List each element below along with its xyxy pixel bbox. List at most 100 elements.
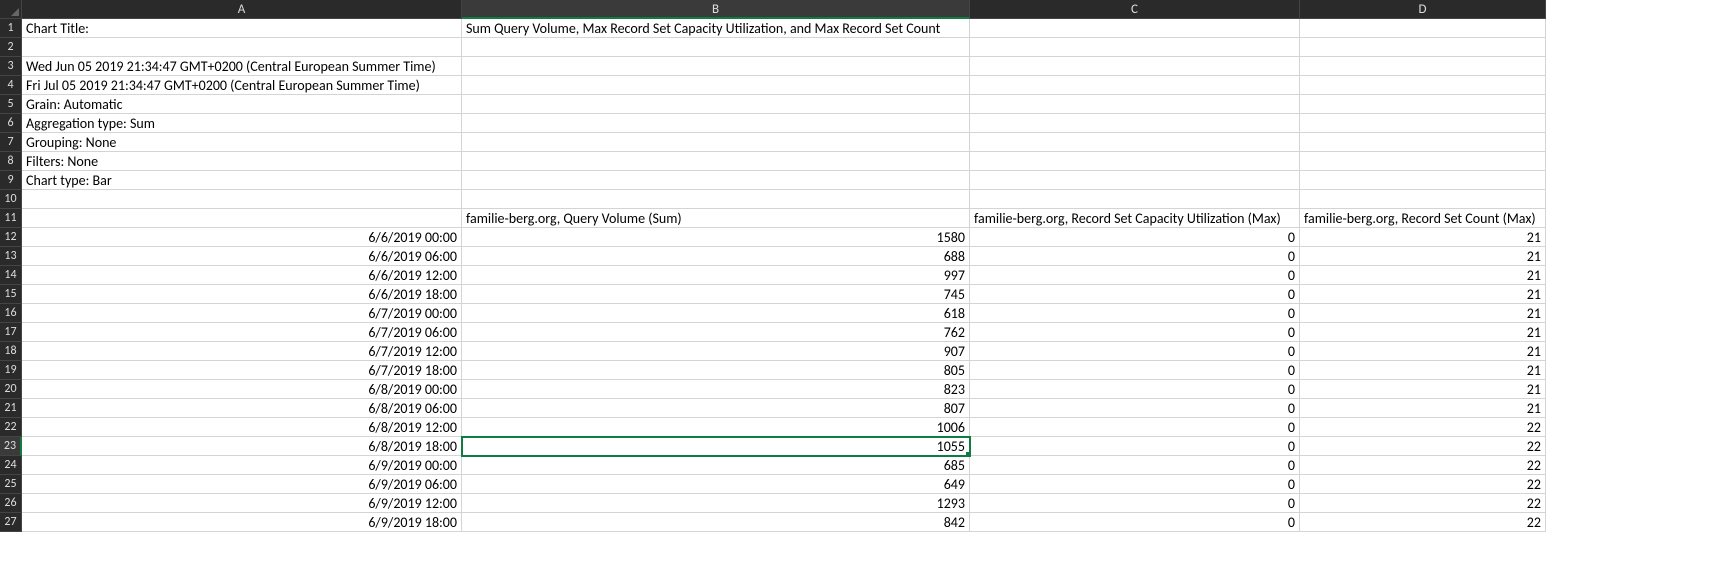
cell-c15[interactable]: 0 xyxy=(970,285,1300,304)
cell-b25[interactable]: 649 xyxy=(462,475,970,494)
cell-b21[interactable]: 807 xyxy=(462,399,970,418)
cell-c6[interactable] xyxy=(970,114,1300,133)
select-all-corner[interactable] xyxy=(0,0,22,19)
cell-a3[interactable]: Wed Jun 05 2019 21:34:47 GMT+0200 (Centr… xyxy=(22,57,462,76)
cell-c12[interactable]: 0 xyxy=(970,228,1300,247)
cell-d27[interactable]: 22 xyxy=(1300,513,1546,532)
cell-b9[interactable] xyxy=(462,171,970,190)
cell-a11[interactable] xyxy=(22,209,462,228)
row-header[interactable]: 2 xyxy=(0,38,22,57)
cell-a17[interactable]: 6/7/2019 06:00 xyxy=(22,323,462,342)
cell-b14[interactable]: 997 xyxy=(462,266,970,285)
cell-b5[interactable] xyxy=(462,95,970,114)
cell-c26[interactable]: 0 xyxy=(970,494,1300,513)
cell-b18[interactable]: 907 xyxy=(462,342,970,361)
cell-b16[interactable]: 618 xyxy=(462,304,970,323)
cell-b23[interactable]: 1055 xyxy=(462,437,970,456)
row-header[interactable]: 18 xyxy=(0,342,22,361)
cell-c9[interactable] xyxy=(970,171,1300,190)
row-header[interactable]: 20 xyxy=(0,380,22,399)
cell-d18[interactable]: 21 xyxy=(1300,342,1546,361)
cell-b20[interactable]: 823 xyxy=(462,380,970,399)
cell-d14[interactable]: 21 xyxy=(1300,266,1546,285)
cell-b11[interactable]: familie-berg.org, Query Volume (Sum) xyxy=(462,209,970,228)
cell-a10[interactable] xyxy=(22,190,462,209)
row-header[interactable]: 10 xyxy=(0,190,22,209)
cell-a22[interactable]: 6/8/2019 12:00 xyxy=(22,418,462,437)
cell-c13[interactable]: 0 xyxy=(970,247,1300,266)
cell-a15[interactable]: 6/6/2019 18:00 xyxy=(22,285,462,304)
row-header[interactable]: 13 xyxy=(0,247,22,266)
cell-a26[interactable]: 6/9/2019 12:00 xyxy=(22,494,462,513)
cell-c14[interactable]: 0 xyxy=(970,266,1300,285)
cell-d6[interactable] xyxy=(1300,114,1546,133)
cell-a2[interactable] xyxy=(22,38,462,57)
cell-a8[interactable]: Filters: None xyxy=(22,152,462,171)
cell-b1[interactable]: Sum Query Volume, Max Record Set Capacit… xyxy=(462,19,970,38)
cell-d4[interactable] xyxy=(1300,76,1546,95)
cell-d25[interactable]: 22 xyxy=(1300,475,1546,494)
cell-c11[interactable]: familie-berg.org, Record Set Capacity Ut… xyxy=(970,209,1300,228)
row-header[interactable]: 22 xyxy=(0,418,22,437)
cell-d19[interactable]: 21 xyxy=(1300,361,1546,380)
cell-b10[interactable] xyxy=(462,190,970,209)
row-header[interactable]: 3 xyxy=(0,57,22,76)
row-header[interactable]: 21 xyxy=(0,399,22,418)
cell-d7[interactable] xyxy=(1300,133,1546,152)
cell-a24[interactable]: 6/9/2019 00:00 xyxy=(22,456,462,475)
row-header[interactable]: 7 xyxy=(0,133,22,152)
cell-c20[interactable]: 0 xyxy=(970,380,1300,399)
cell-b3[interactable] xyxy=(462,57,970,76)
cell-a21[interactable]: 6/8/2019 06:00 xyxy=(22,399,462,418)
cell-a5[interactable]: Grain: Automatic xyxy=(22,95,462,114)
cell-c4[interactable] xyxy=(970,76,1300,95)
cell-c19[interactable]: 0 xyxy=(970,361,1300,380)
cell-d15[interactable]: 21 xyxy=(1300,285,1546,304)
cell-d26[interactable]: 22 xyxy=(1300,494,1546,513)
cell-a12[interactable]: 6/6/2019 00:00 xyxy=(22,228,462,247)
cell-b4[interactable] xyxy=(462,76,970,95)
row-header[interactable]: 15 xyxy=(0,285,22,304)
cell-a14[interactable]: 6/6/2019 12:00 xyxy=(22,266,462,285)
cell-d12[interactable]: 21 xyxy=(1300,228,1546,247)
cell-c22[interactable]: 0 xyxy=(970,418,1300,437)
row-header[interactable]: 16 xyxy=(0,304,22,323)
column-header-b[interactable]: B xyxy=(462,0,970,19)
cell-d5[interactable] xyxy=(1300,95,1546,114)
cell-c2[interactable] xyxy=(970,38,1300,57)
cell-b13[interactable]: 688 xyxy=(462,247,970,266)
cell-b12[interactable]: 1580 xyxy=(462,228,970,247)
row-header[interactable]: 23 xyxy=(0,437,22,456)
row-header[interactable]: 8 xyxy=(0,152,22,171)
cell-b26[interactable]: 1293 xyxy=(462,494,970,513)
cell-c24[interactable]: 0 xyxy=(970,456,1300,475)
cell-a6[interactable]: Aggregation type: Sum xyxy=(22,114,462,133)
cell-d2[interactable] xyxy=(1300,38,1546,57)
cell-a1[interactable]: Chart Title: xyxy=(22,19,462,38)
cell-c21[interactable]: 0 xyxy=(970,399,1300,418)
spreadsheet-grid[interactable]: ABCD1Chart Title:Sum Query Volume, Max R… xyxy=(0,0,1546,532)
cell-d13[interactable]: 21 xyxy=(1300,247,1546,266)
cell-d20[interactable]: 21 xyxy=(1300,380,1546,399)
row-header[interactable]: 1 xyxy=(0,19,22,38)
cell-c5[interactable] xyxy=(970,95,1300,114)
cell-b17[interactable]: 762 xyxy=(462,323,970,342)
cell-d23[interactable]: 22 xyxy=(1300,437,1546,456)
cell-c17[interactable]: 0 xyxy=(970,323,1300,342)
cell-c25[interactable]: 0 xyxy=(970,475,1300,494)
cell-c16[interactable]: 0 xyxy=(970,304,1300,323)
cell-b2[interactable] xyxy=(462,38,970,57)
cell-a20[interactable]: 6/8/2019 00:00 xyxy=(22,380,462,399)
cell-a4[interactable]: Fri Jul 05 2019 21:34:47 GMT+0200 (Centr… xyxy=(22,76,462,95)
row-header[interactable]: 4 xyxy=(0,76,22,95)
row-header[interactable]: 25 xyxy=(0,475,22,494)
row-header[interactable]: 27 xyxy=(0,513,22,532)
cell-a7[interactable]: Grouping: None xyxy=(22,133,462,152)
row-header[interactable]: 5 xyxy=(0,95,22,114)
row-header[interactable]: 26 xyxy=(0,494,22,513)
cell-d11[interactable]: familie-berg.org, Record Set Count (Max) xyxy=(1300,209,1546,228)
cell-b7[interactable] xyxy=(462,133,970,152)
row-header[interactable]: 19 xyxy=(0,361,22,380)
row-header[interactable]: 12 xyxy=(0,228,22,247)
cell-a9[interactable]: Chart type: Bar xyxy=(22,171,462,190)
